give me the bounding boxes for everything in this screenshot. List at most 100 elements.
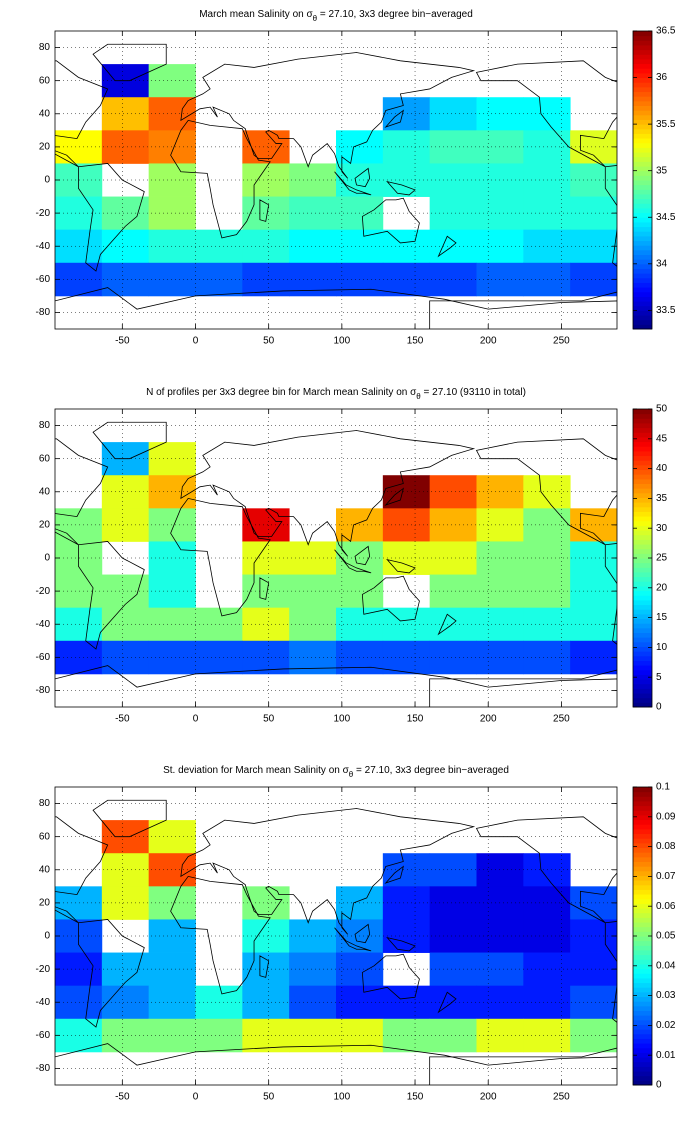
colorbar-label: 0.01 xyxy=(656,1050,676,1061)
cell xyxy=(148,97,196,131)
cell xyxy=(148,163,196,197)
cell xyxy=(101,985,150,1020)
y-tick-label: 0 xyxy=(44,175,50,186)
cell xyxy=(148,1018,196,1053)
y-tick-label: 80 xyxy=(39,420,51,431)
colorbar-label: 0.02 xyxy=(656,1020,676,1031)
cell xyxy=(570,196,617,231)
y-tick-label: 60 xyxy=(39,831,51,842)
cell xyxy=(101,262,150,297)
x-tick-label: 250 xyxy=(553,336,570,347)
panel: St. deviation for March mean Salinity on… xyxy=(36,765,676,1103)
plot-area xyxy=(55,421,617,707)
cell xyxy=(382,985,431,1020)
colorbar-label: 0.08 xyxy=(656,841,676,852)
chart-title: N of profiles per 3x3 degree bin for Mar… xyxy=(146,387,526,401)
cell xyxy=(148,541,196,575)
y-tick-label: 0 xyxy=(44,931,50,942)
colorbar-label: 35 xyxy=(656,493,668,504)
cell xyxy=(570,229,617,264)
cell xyxy=(242,229,290,264)
cell xyxy=(570,952,617,987)
y-tick-label: -60 xyxy=(36,274,51,285)
y-tick-label: 40 xyxy=(39,486,51,497)
cell xyxy=(382,919,431,953)
x-tick-label: 150 xyxy=(407,714,424,725)
cell xyxy=(570,508,617,542)
cell xyxy=(570,640,617,675)
cell xyxy=(55,952,103,987)
panel: March mean Salinity on σθ = 27.10, 3x3 d… xyxy=(36,9,676,347)
cell xyxy=(570,1018,617,1053)
cell xyxy=(382,640,431,675)
cell xyxy=(148,574,196,609)
y-tick-label: 20 xyxy=(39,898,51,909)
title-part: = 27.10 (93110 in total) xyxy=(421,387,526,398)
y-tick-label: 40 xyxy=(39,864,51,875)
cell xyxy=(570,919,617,953)
y-tick-label: 20 xyxy=(39,142,51,153)
x-tick-label: -50 xyxy=(115,714,130,725)
colorbar-label: 0.05 xyxy=(656,931,676,942)
colorbar-label: 0.09 xyxy=(656,811,676,822)
chart-title: March mean Salinity on σθ = 27.10, 3x3 d… xyxy=(199,9,473,23)
colorbar-label: 10 xyxy=(656,642,668,653)
x-tick-label: 150 xyxy=(407,1092,424,1103)
cell xyxy=(382,262,431,297)
cell xyxy=(429,508,477,542)
cell xyxy=(289,607,337,642)
title-part: March mean Salinity on σ xyxy=(199,9,313,20)
cell xyxy=(55,607,103,642)
cell xyxy=(289,262,337,297)
cell xyxy=(242,607,290,642)
cell xyxy=(382,1018,431,1053)
colorbar-label: 35.5 xyxy=(656,119,676,130)
cell xyxy=(382,229,431,264)
cell xyxy=(382,607,431,642)
x-tick-label: -50 xyxy=(115,336,130,347)
colorbar-label: 20 xyxy=(656,582,668,593)
cell xyxy=(242,541,290,575)
cell xyxy=(429,130,477,164)
cell xyxy=(101,229,150,264)
x-tick-label: 200 xyxy=(480,336,497,347)
colorbar-label: 34 xyxy=(656,258,668,269)
cell xyxy=(289,919,337,953)
y-tick-label: -40 xyxy=(36,997,51,1008)
colorbar-label: 36 xyxy=(656,72,668,83)
colorbar-label: 50 xyxy=(656,404,668,415)
colorbar-label: 33.5 xyxy=(656,305,676,316)
cell xyxy=(570,163,617,197)
y-tick-label: -40 xyxy=(36,241,51,252)
title-part: N of profiles per 3x3 degree bin for Mar… xyxy=(146,387,417,398)
cell xyxy=(55,229,103,264)
cell xyxy=(429,919,477,953)
cell xyxy=(429,985,477,1020)
cell xyxy=(101,574,150,609)
y-tick-label: -20 xyxy=(36,964,51,975)
cell xyxy=(570,985,617,1020)
title-part: = 27.10, 3x3 degree bin−averaged xyxy=(353,765,509,776)
y-tick-label: 60 xyxy=(39,75,51,86)
cell xyxy=(101,952,150,987)
y-tick-label: -60 xyxy=(36,652,51,663)
y-tick-label: 40 xyxy=(39,108,51,119)
title-part: = 27.10, 3x3 degree bin−averaged xyxy=(317,9,473,20)
cell xyxy=(570,130,617,164)
cell xyxy=(429,607,477,642)
y-tick-label: -80 xyxy=(36,1063,51,1074)
cell xyxy=(101,130,150,164)
y-tick-label: 60 xyxy=(39,453,51,464)
cell xyxy=(148,607,196,642)
x-tick-label: 200 xyxy=(480,1092,497,1103)
cell xyxy=(289,640,337,675)
x-tick-label: 100 xyxy=(334,336,351,347)
y-tick-label: 20 xyxy=(39,520,51,531)
colorbar-label: 36.5 xyxy=(656,26,676,37)
y-tick-label: -20 xyxy=(36,208,51,219)
cell xyxy=(429,640,477,675)
cell xyxy=(148,919,196,953)
cell xyxy=(429,229,477,264)
cell xyxy=(148,952,196,987)
cell xyxy=(148,64,196,98)
